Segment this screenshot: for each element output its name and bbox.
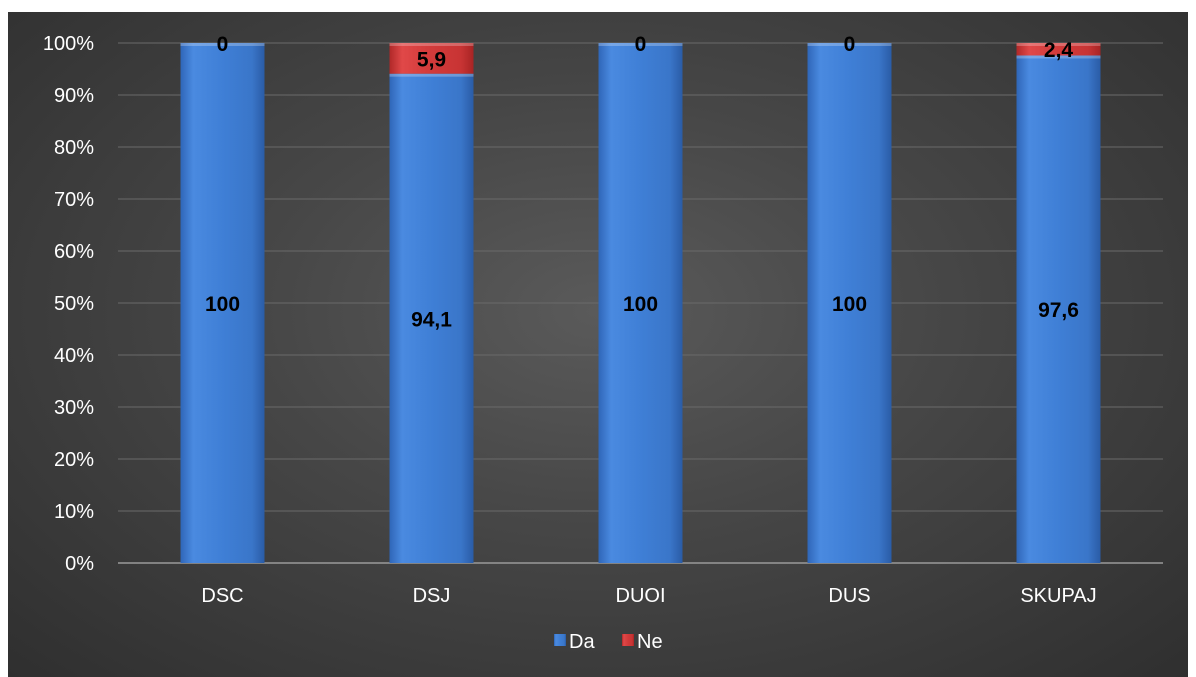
data-label-ne-duoi: 0 (635, 33, 647, 56)
bars (180, 43, 1101, 564)
legend-swatch-ne (622, 634, 634, 646)
y-axis-ticks: 0% 10% 20% 30% 40% 50% 60% 70% 80% 90% 100% (43, 33, 94, 575)
data-label-ne-dsj: 5,9 (417, 48, 446, 71)
data-labels: 100 0 94,1 5,9 100 0 100 0 97,6 2,4 (205, 33, 1079, 331)
bar-highlight (598, 43, 683, 46)
y-tick-label: 90% (54, 85, 94, 107)
legend: Da Ne (554, 631, 663, 653)
y-tick-label: 50% (54, 293, 94, 315)
category-label-skupaj: SKUPAJ (1020, 585, 1096, 607)
y-tick-label: 70% (54, 189, 94, 211)
bar-da-dus (807, 43, 892, 563)
bar-da-dsc (180, 43, 265, 563)
category-label-dus: DUS (828, 585, 870, 607)
legend-label-ne: Ne (637, 631, 663, 653)
category-label-dsc: DSC (201, 585, 243, 607)
y-tick-label: 60% (54, 241, 94, 263)
bar-ne-skupaj (1016, 43, 1101, 56)
bar-highlight (1016, 43, 1101, 46)
bar-da-dsj (389, 73, 474, 564)
bar-highlight (389, 73, 474, 77)
bar-highlight (180, 43, 265, 46)
legend-label-da: Da (569, 631, 595, 653)
bar-da-skupaj (1016, 55, 1101, 563)
legend-swatch-da (554, 634, 566, 646)
bar-highlight (389, 43, 474, 46)
y-tick-label: 80% (54, 137, 94, 159)
y-tick-label: 10% (54, 501, 94, 523)
x-axis-categories: DSC DSJ DUOI DUS SKUPAJ (201, 585, 1096, 607)
data-label-ne-dus: 0 (844, 33, 856, 56)
y-tick-label: 30% (54, 397, 94, 419)
category-label-dsj: DSJ (413, 585, 451, 607)
y-tick-label: 20% (54, 449, 94, 471)
bar-da-duoi (598, 43, 683, 563)
chart-area: 0% 10% 20% 30% 40% 50% 60% 70% 80% 90% 100% 100 0 94… (8, 12, 1188, 677)
data-label-ne-skupaj: 2,4 (1044, 39, 1074, 62)
data-label-da-dus: 100 (832, 293, 867, 316)
data-label-ne-dsc: 0 (217, 33, 229, 56)
category-label-duoi: DUOI (616, 585, 666, 607)
y-tick-label: 40% (54, 345, 94, 367)
data-label-da-duoi: 100 (623, 293, 658, 316)
y-tick-label: 100% (43, 33, 94, 55)
y-tick-label: 0% (65, 553, 94, 575)
bar-highlight (807, 43, 892, 46)
bar-highlight (1016, 55, 1101, 59)
data-label-da-skupaj: 97,6 (1038, 299, 1079, 322)
data-label-da-dsj: 94,1 (411, 308, 452, 331)
bar-ne-dsj (389, 43, 474, 74)
data-label-da-dsc: 100 (205, 293, 240, 316)
stacked-bar-chart: 0% 10% 20% 30% 40% 50% 60% 70% 80% 90% 100% 100 0 94… (43, 33, 1163, 653)
